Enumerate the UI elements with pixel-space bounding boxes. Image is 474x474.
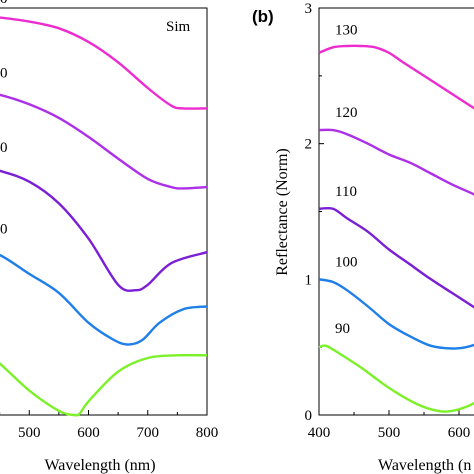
panel-b-series-label: 110 bbox=[335, 184, 357, 200]
panel-a-series-line bbox=[0, 16, 208, 110]
panel-b-series-line bbox=[318, 344, 474, 413]
panel-b-series-label: 130 bbox=[335, 22, 358, 38]
panel-a-curve-label: 0 bbox=[0, 0, 8, 7]
panel-b-y-tick-label: 3 bbox=[305, 1, 313, 17]
panel-a: 500 600 700 800 0 0 0 0 Sim Wavelength (nm) bbox=[0, 0, 218, 474]
panel-b-series-line bbox=[318, 44, 474, 110]
panel-a-series-line bbox=[0, 353, 208, 417]
panel-a-curve-label: 0 bbox=[0, 221, 8, 237]
panel-b-series-label: 90 bbox=[335, 321, 350, 337]
panel-a-series-line bbox=[0, 253, 208, 346]
panel-b-series-label: 120 bbox=[335, 105, 358, 121]
panel-b-label: (b) bbox=[252, 7, 274, 26]
panel-b-series-line bbox=[318, 128, 474, 196]
panel-a-x-axis-label: Wavelength (nm) bbox=[44, 457, 155, 474]
panel-b-y-axis-label: Reflectance (Norm) bbox=[274, 148, 291, 275]
panel-a-x-tick-label: 800 bbox=[196, 425, 219, 441]
panel-b: 400 500 600 0 1 2 3 90 100 110 120 130 (b) Reflectanc… bbox=[252, 1, 474, 474]
panel-b-x-tick-label: 600 bbox=[448, 425, 471, 441]
panel-b-x-axis-label: Wavelength (n bbox=[378, 457, 471, 474]
panel-a-curve-label: 0 bbox=[0, 65, 8, 81]
panel-a-x-tick-label: 700 bbox=[137, 425, 160, 441]
panel-a-x-tick-label: 600 bbox=[77, 425, 100, 441]
panel-b-series-line bbox=[318, 278, 474, 350]
panel-a-x-tick-label: 500 bbox=[18, 425, 41, 441]
panel-b-y-tick-label: 1 bbox=[305, 272, 313, 288]
panel-b-series-label: 100 bbox=[335, 254, 358, 270]
panel-b-series-line bbox=[318, 206, 474, 309]
panel-a-curve-label: 0 bbox=[0, 140, 8, 156]
panel-a-series-line bbox=[0, 169, 208, 292]
panel-a-series-line bbox=[0, 93, 208, 190]
panel-a-annotation: Sim bbox=[166, 19, 191, 35]
panel-a-axes-frame bbox=[0, 7, 208, 416]
panel-b-x-tick-label: 400 bbox=[308, 425, 331, 441]
panel-b-y-tick-label: 0 bbox=[305, 408, 313, 424]
panel-b-y-tick-label: 2 bbox=[305, 137, 313, 153]
panel-b-x-tick-label: 500 bbox=[378, 425, 401, 441]
